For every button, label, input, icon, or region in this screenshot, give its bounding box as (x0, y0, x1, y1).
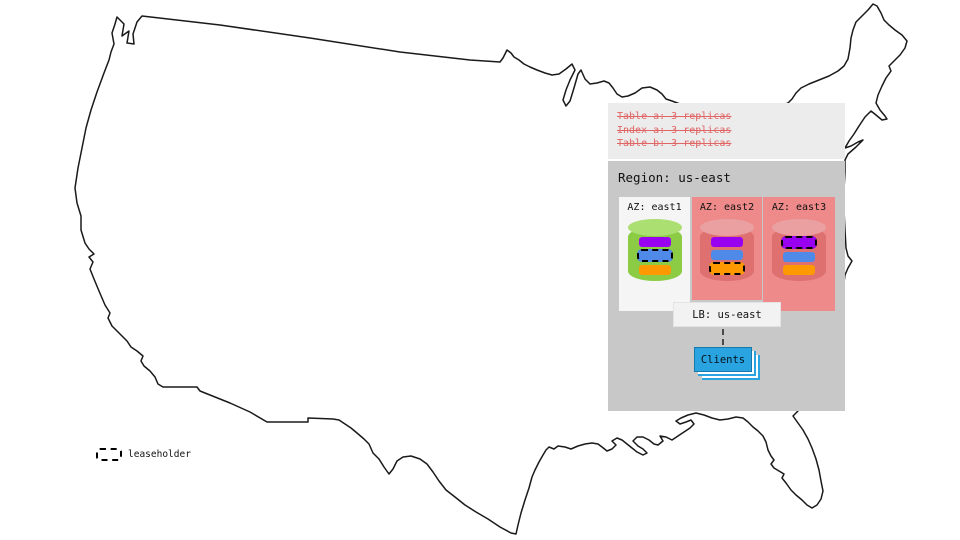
annotation-line-index-a: Index a: 3 replicas (617, 124, 732, 136)
az-label-east3: AZ: east3 (771, 202, 827, 213)
region-box-us-east: Region: us-east AZ: east1 AZ: east2 AZ: … (608, 161, 845, 411)
red-database-cylinder-icon (700, 219, 754, 281)
bar-blue-leaseholder-bar (636, 248, 673, 262)
az-label-east1: AZ: east1 (627, 202, 682, 213)
load-balancer-box: LB: us-east (673, 302, 781, 327)
az-box-east1: AZ: east1 (619, 197, 690, 311)
bar-orange-replica-bar (783, 264, 815, 275)
lb-clients-dashed-connector (722, 329, 724, 345)
az-box-east3: AZ: east3 (763, 197, 835, 311)
clients-label: Clients (700, 353, 746, 366)
bar-purple-replica-bar (638, 237, 671, 247)
az-box-east2: AZ: east2 (692, 197, 762, 300)
cylinder-top-ellipse (627, 219, 682, 236)
replica-annotation-box: Table a: 3 replicas Index a: 3 replicas … (608, 103, 845, 159)
clients-box: Clients (694, 347, 752, 372)
bar-blue-replica-bar (711, 250, 743, 260)
replica-bars (700, 234, 754, 276)
annotation-line-table-a: Table a: 3 replicas (617, 111, 732, 122)
leaseholder-legend: leaseholder (96, 448, 191, 461)
annotation-line-table-b: Table b: 3 replicas (617, 138, 732, 149)
bar-orange-leaseholder-bar (709, 261, 745, 275)
cylinder-top-ellipse (700, 219, 754, 236)
replica-bars (628, 234, 682, 275)
bar-blue-replica-bar (783, 251, 815, 262)
bar-purple-leaseholder-bar (781, 235, 817, 249)
leaseholder-swatch-icon (96, 448, 122, 461)
bar-orange-replica-bar (638, 264, 671, 275)
cylinder-top-ellipse (772, 219, 826, 236)
az-label-east2: AZ: east2 (699, 202, 755, 213)
replica-bars (772, 234, 826, 275)
leaseholder-legend-label: leaseholder (128, 449, 191, 460)
region-label: Region: us-east (618, 170, 731, 185)
lb-label: LB: us-east (692, 308, 762, 321)
green-database-cylinder-icon (627, 219, 682, 281)
red-database-cylinder-icon (772, 219, 826, 281)
bar-purple-replica-bar (711, 237, 743, 247)
